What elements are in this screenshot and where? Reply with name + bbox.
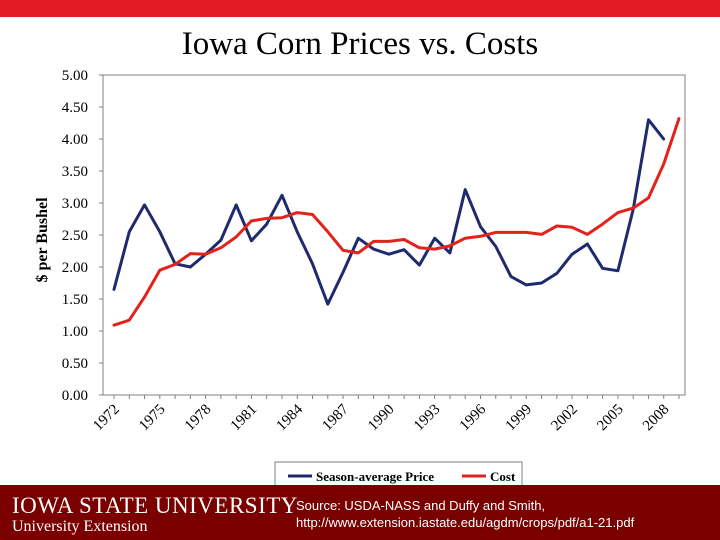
y-tick-label: 2.50 xyxy=(62,228,88,244)
footer-band: IOWA STATE UNIVERSITY University Extensi… xyxy=(0,485,720,540)
top-accent-bar xyxy=(0,0,720,17)
y-axis-title: $ per Bushel xyxy=(34,197,51,283)
x-tick-label: 1975 xyxy=(136,402,169,435)
source-line-2: http://www.extension.iastate.edu/agdm/cr… xyxy=(296,515,635,530)
legend-label-price: Season-average Price xyxy=(316,469,434,484)
x-tick-label: 2002 xyxy=(548,402,581,435)
series-lines xyxy=(112,117,681,327)
y-tick-label: 1.00 xyxy=(62,324,88,340)
y-ticks: 0.00 0.50 1.00 1.50 2.00 2.50 3.00 3.50 4.00 4.50… xyxy=(62,68,103,404)
y-tick-label: 3.50 xyxy=(62,164,88,180)
x-tick-label: 1984 xyxy=(274,401,307,434)
y-tick-label: 0.00 xyxy=(62,388,88,404)
y-tick-label: 4.50 xyxy=(62,100,88,116)
brand-main: IOWA STATE UNIVERSITY xyxy=(12,493,298,518)
x-tick-label: 1990 xyxy=(365,402,398,435)
x-tick-label: 1981 xyxy=(228,402,261,435)
x-tick-label: 1978 xyxy=(182,402,215,435)
x-tick-label: 2005 xyxy=(594,402,627,435)
x-tick-label: 1999 xyxy=(503,402,536,435)
plot-area xyxy=(102,74,686,396)
source-citation: Source: USDA-NASS and Duffy and Smith, h… xyxy=(296,497,634,531)
x-ticks: 1972 1975 1978 1981 1984 1987 1990 1993 1996 1999… xyxy=(90,395,680,435)
y-tick-label: 4.00 xyxy=(62,132,88,148)
brand-sub: University Extension xyxy=(12,518,148,535)
series-line-cost xyxy=(112,117,681,327)
y-tick-label: 2.00 xyxy=(62,260,88,276)
x-tick-label: 1987 xyxy=(319,401,352,434)
x-tick-label: 1996 xyxy=(457,401,490,434)
source-line-1: Source: USDA-NASS and Duffy and Smith, xyxy=(296,498,546,513)
y-tick-label: 3.00 xyxy=(62,196,88,212)
x-tick-label: 1972 xyxy=(90,402,123,435)
legend-label-cost: Cost xyxy=(490,469,516,484)
y-tick-label: 5.00 xyxy=(62,68,88,84)
y-tick-label: 1.50 xyxy=(62,292,88,308)
university-logo: IOWA STATE UNIVERSITY University Extensi… xyxy=(12,494,298,536)
x-tick-label: 2008 xyxy=(640,402,673,435)
legend: Season-average Price Cost xyxy=(274,461,523,489)
slide-title: Iowa Corn Prices vs. Costs xyxy=(181,26,539,62)
x-tick-label: 1993 xyxy=(411,402,444,435)
y-tick-label: 0.50 xyxy=(62,356,88,372)
